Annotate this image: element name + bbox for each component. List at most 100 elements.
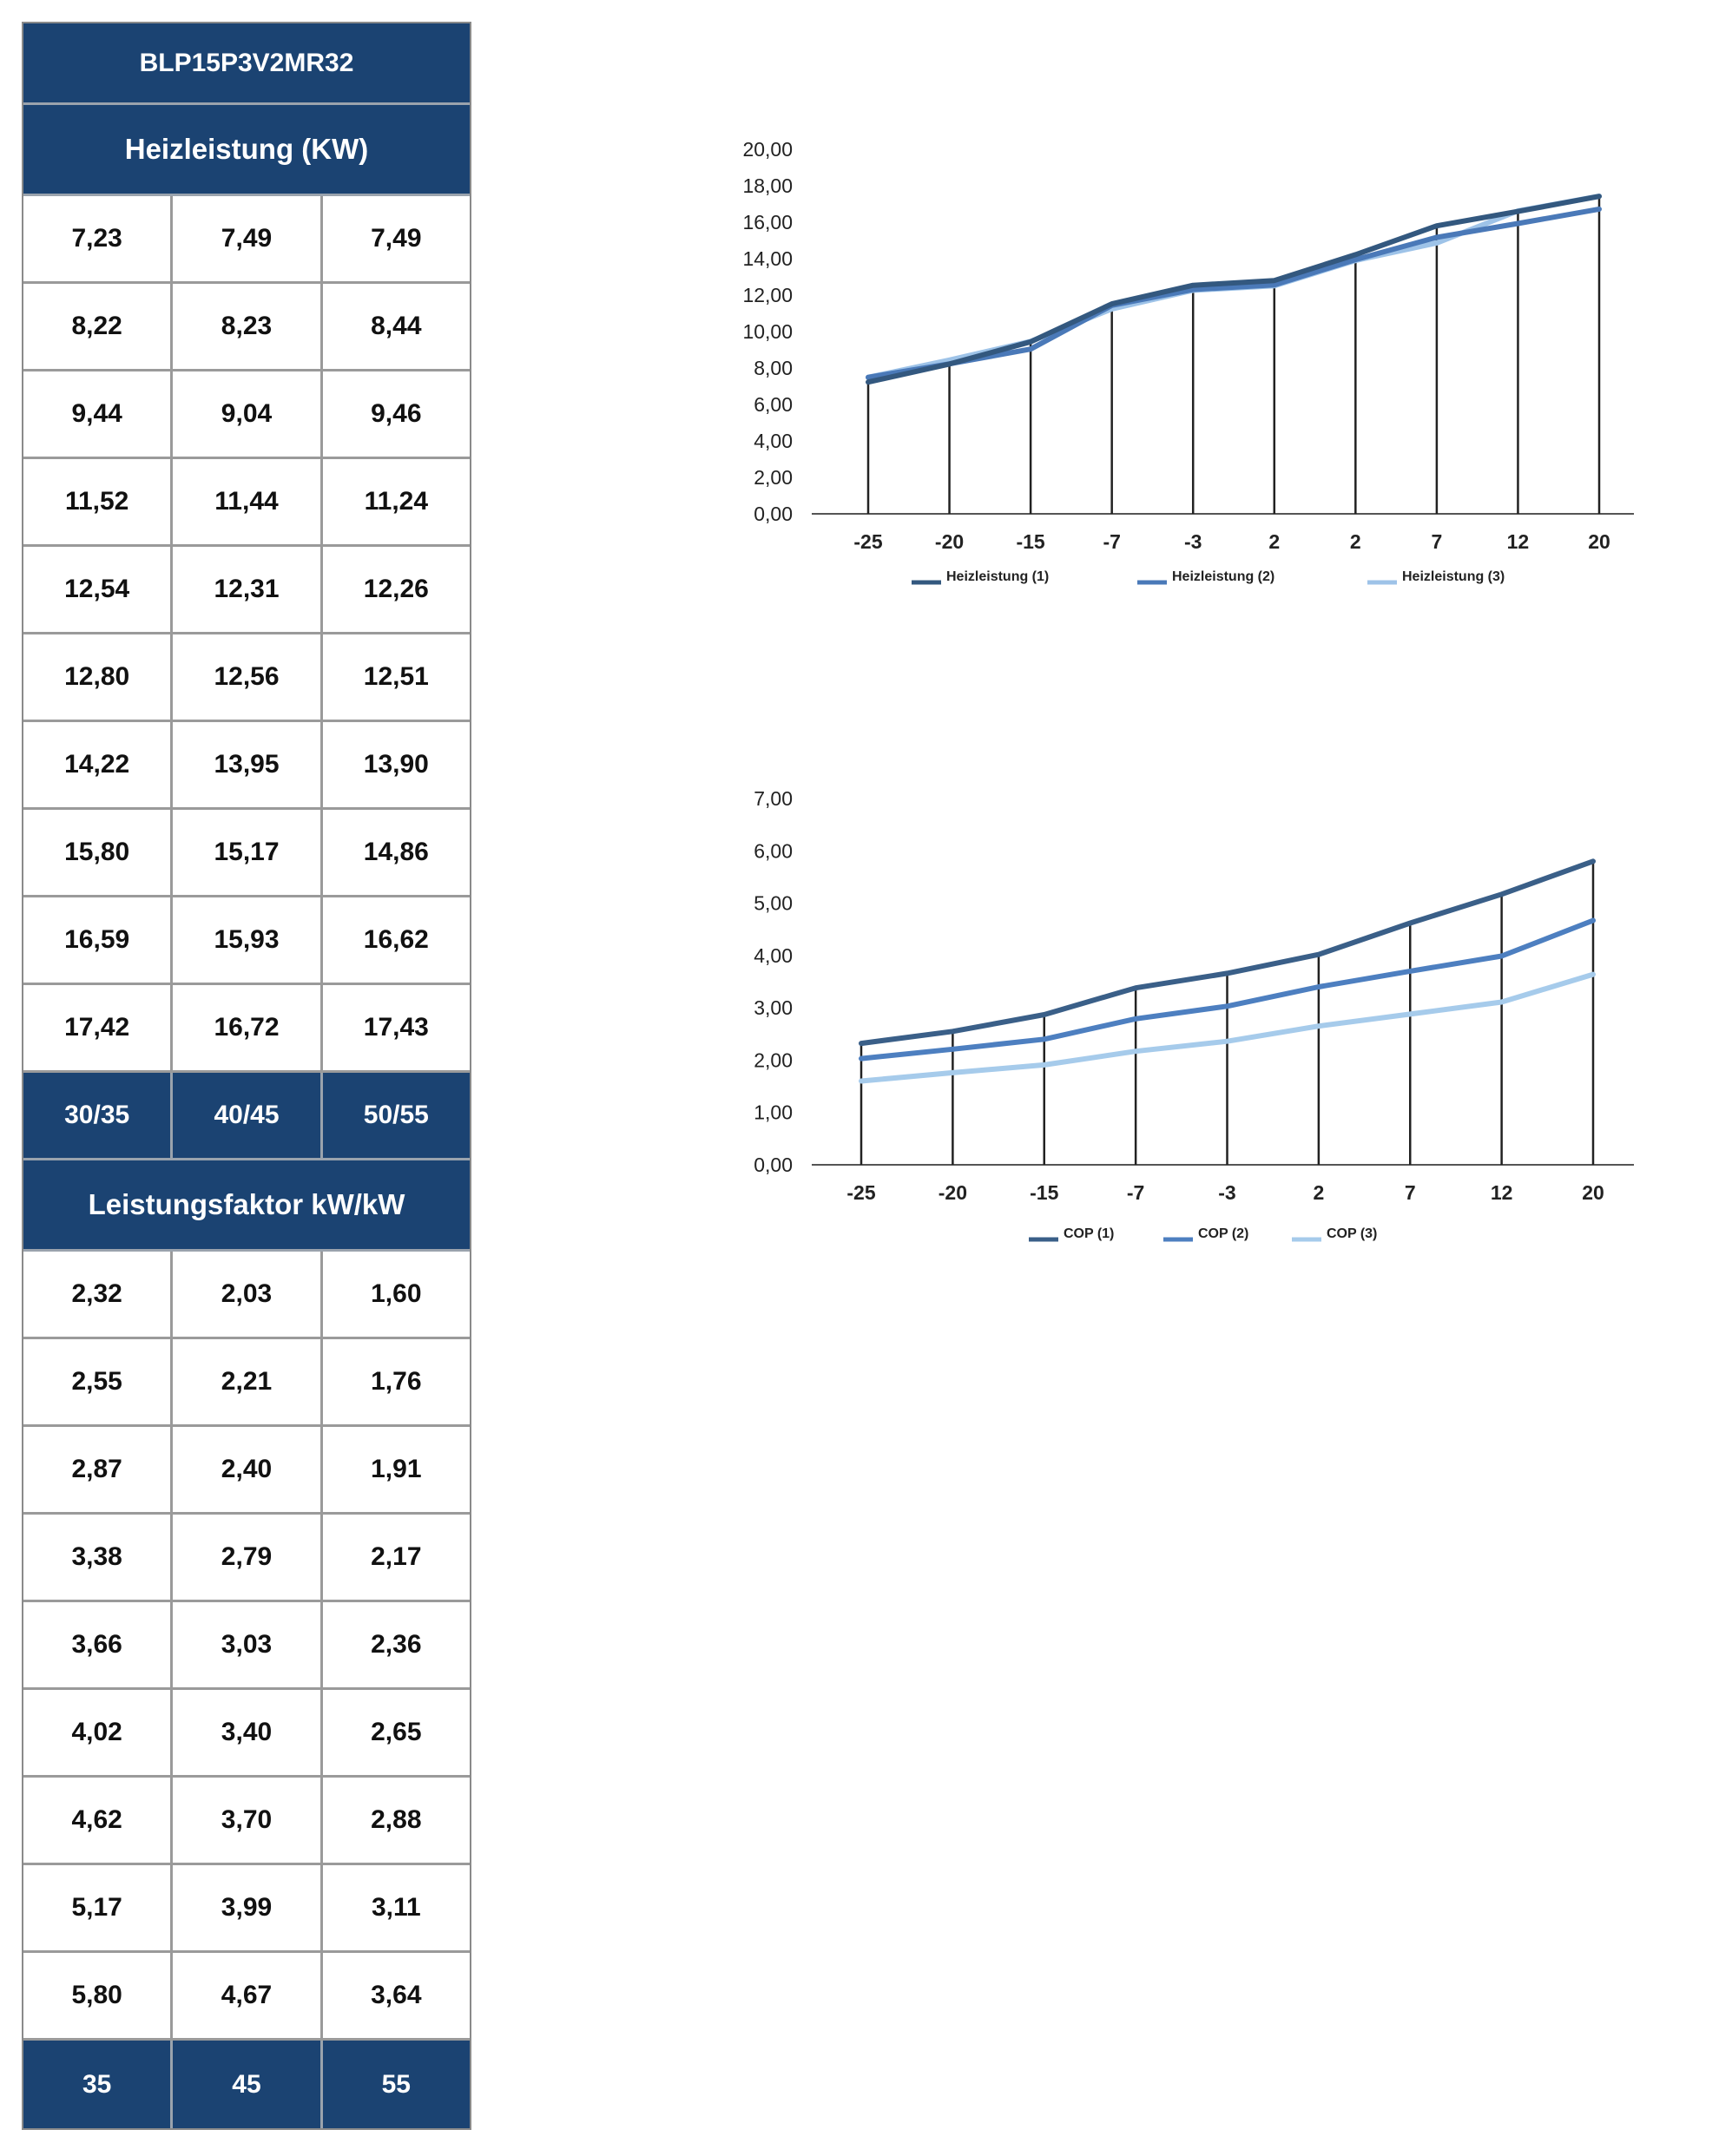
table-cell: 7,49 [371,224,422,253]
table-cell: 3,03 [173,1602,323,1687]
heating-capacity-rows: 7,23 7,49 7,49 8,22 8,23 8,44 9,44 9,04 9,46 11,5… [23,196,470,1160]
temperature-cell: 40/45 [173,1073,323,1158]
legend-label: COP (3) [1327,1226,1377,1241]
table-cell: 2,55 [23,1339,174,1424]
cop-header: Leistungsfaktor kW/kW [23,1160,470,1252]
temperature-cell: 30/35 [23,1073,174,1158]
table-cell: 3,11 [371,1893,421,1922]
table-cell: 3,66 [23,1602,174,1687]
table-cell: 3,38 [23,1515,174,1600]
table-cell: 1,60 [371,1279,422,1308]
table-cell: 2,65 [371,1718,422,1746]
y-tick-label: 1,00 [754,1101,793,1124]
cop-rows: 2,32 2,03 1,60 2,55 2,21 1,76 2,87 2,40 1,91 3,38… [23,1252,470,2128]
table-row: 5,80 4,67 3,64 [23,1953,470,2041]
table-cell: 3,99 [173,1865,323,1950]
table-cell: 8,22 [23,284,174,369]
table-cell: 16,72 [173,985,323,1070]
table-cell: 8,23 [173,284,323,369]
table-row: 4,62 3,70 2,88 [23,1778,470,1865]
table-cell: 7,23 [23,196,174,281]
temperature-cell: 50/55 [363,1101,429,1129]
table-cell: 2,17 [371,1542,422,1571]
table-cell: 2,21 [173,1339,323,1424]
model-header: BLP15P3V2MR32 [23,23,470,105]
table-cell: 3,64 [371,1981,422,2009]
table-cell: 12,26 [363,575,429,603]
table-cell: 2,40 [173,1427,323,1512]
x-tick-label: -7 [1103,530,1120,553]
table-cell: 13,95 [173,722,323,807]
table-cell: 2,87 [23,1427,174,1512]
table-cell: 2,36 [371,1630,422,1659]
table-row: 12,54 12,31 12,26 [23,547,470,634]
table-row: 9,44 9,04 9,46 [23,371,470,459]
y-tick-label: 4,00 [754,430,793,452]
x-tick-label: -3 [1184,530,1202,553]
legend-label: Heizleistung (1) [946,569,1049,584]
table-cell: 11,44 [173,459,323,544]
table-row: 5,17 3,99 3,11 [23,1865,470,1953]
table-cell: 2,79 [173,1515,323,1600]
y-tick-label: 5,00 [754,892,793,915]
legend-label: Heizleistung (2) [1172,569,1274,584]
table-row: 3,38 2,79 2,17 [23,1515,470,1602]
x-tick-label: -15 [1016,530,1044,553]
legend-label: Heizleistung (3) [1402,569,1505,584]
x-tick-label: -7 [1127,1181,1144,1204]
table-row: 15,80 15,17 14,86 [23,810,470,897]
y-tick-label: 7,00 [754,787,793,810]
x-tick-label: 7 [1431,530,1442,553]
y-tick-label: 0,00 [754,1154,793,1176]
y-tick-label: 20,00 [742,138,793,161]
x-tick-label: 20 [1588,530,1610,553]
table-row: 8,22 8,23 8,44 [23,284,470,371]
heating-capacity-header: Heizleistung (KW) [23,105,470,196]
table-cell: 16,59 [23,897,174,983]
table-cell: 4,67 [173,1953,323,2038]
series-line [866,194,1602,385]
table-cell: 8,44 [371,312,422,340]
table-cell: 12,31 [173,547,323,632]
table-cell: 2,88 [371,1805,422,1834]
table-cell: 17,43 [363,1013,429,1042]
table-row: 11,52 11,44 11,24 [23,459,470,547]
temperature-cell: 55 [381,2069,411,2099]
y-tick-label: 16,00 [742,211,793,233]
table-cell: 14,86 [363,838,429,866]
x-tick-label: 2 [1350,530,1361,553]
table-cell: 5,17 [23,1865,174,1950]
table-row: 16,59 15,93 16,62 [23,897,470,985]
legend-label: COP (2) [1198,1226,1248,1241]
table-cell: 3,40 [173,1690,323,1775]
table-cell: 2,32 [23,1252,174,1337]
heating-capacity-chart: 0,00 2,00 4,00 6,00 8,00 10,00 12,00 14,00 16,00… [742,138,1634,585]
table-cell: 4,62 [23,1778,174,1863]
table-row: 2,32 2,03 1,60 [23,1252,470,1339]
x-tick-label: 12 [1491,1181,1513,1204]
table-row: 17,42 16,72 17,43 [23,985,470,1073]
table-cell: 11,52 [23,459,174,544]
table-cell: 4,02 [23,1690,174,1775]
temperature-row: 35 45 55 [23,2041,470,2128]
table-cell: 11,24 [364,487,429,516]
table-cell: 3,70 [173,1778,323,1863]
x-tick-label: -20 [935,530,964,553]
temperature-cell: 35 [23,2041,174,2128]
y-tick-label: 14,00 [742,247,793,270]
y-tick-label: 4,00 [754,944,793,967]
x-tick-label: -20 [939,1181,967,1204]
table-cell: 14,22 [23,722,174,807]
table-row: 3,66 3,03 2,36 [23,1602,470,1690]
table-cell: 15,80 [23,810,174,895]
y-tick-label: 2,00 [754,1048,793,1071]
table-cell: 9,46 [371,399,422,428]
y-tick-label: 18,00 [742,174,793,197]
table-cell: 17,42 [23,985,174,1070]
y-tick-label: 0,00 [754,503,793,525]
table-cell: 16,62 [363,925,429,954]
table-cell: 9,04 [173,371,323,457]
table-row: 4,02 3,40 2,65 [23,1690,470,1778]
table-cell: 5,80 [23,1953,174,2038]
table-cell: 1,76 [371,1367,422,1396]
